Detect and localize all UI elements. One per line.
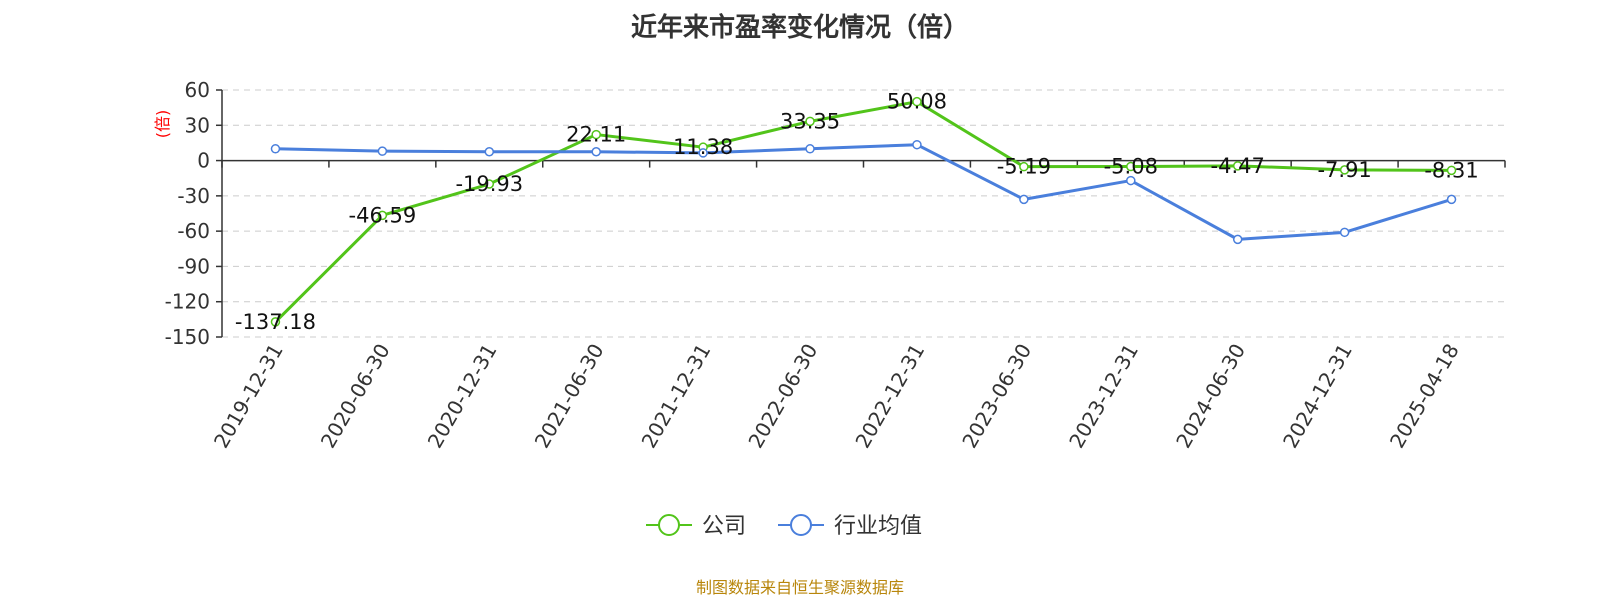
label-layer: -137.18 -46.59 -19.93 22.11 11.38 33.35 50.08 -…	[235, 90, 1479, 334]
industry-data-point	[1019, 194, 1029, 205]
company-data-point	[591, 129, 601, 140]
x-tick-label: 2020-12-31	[423, 339, 502, 452]
x-tick-label: 2020-06-30	[316, 340, 395, 453]
legend-marker-icon	[658, 514, 680, 536]
company-data-point	[1126, 161, 1136, 172]
grid-layer	[222, 89, 1505, 338]
y-tick-label: -60	[177, 219, 210, 243]
industry-data-point	[484, 147, 495, 157]
series-layer	[270, 96, 1457, 327]
company-data-label: -7.91	[1317, 158, 1371, 182]
industry-data-point	[1446, 194, 1457, 205]
x-tick-label: 2021-12-31	[637, 340, 716, 453]
x-tick-label: 2021-06-30	[530, 340, 609, 453]
x-tick-label: 2022-06-30	[743, 340, 822, 453]
company-data-label: -137.18	[235, 310, 316, 334]
company-series-line	[274, 100, 1452, 323]
legend-company[interactable]: 公司	[646, 514, 746, 539]
x-tick-label: 2024-12-31	[1278, 340, 1357, 453]
industry-data-point	[377, 146, 388, 156]
industry-data-point	[698, 148, 708, 158]
legend-industry-average[interactable]: 行业均值	[778, 514, 922, 539]
company-data-point	[912, 96, 922, 107]
y-tick-label: 60	[185, 78, 210, 102]
company-data-label: -4.47	[1211, 154, 1265, 178]
x-tick-label: 2024-06-30	[1171, 340, 1250, 453]
industry-data-point	[1126, 175, 1136, 186]
industry-data-point	[591, 147, 601, 157]
company-data-point	[484, 179, 495, 189]
legend-label: 行业均值	[834, 514, 922, 539]
company-data-label: -5.08	[1104, 155, 1158, 179]
industry-data-point	[805, 144, 815, 154]
company-data-label: 50.08	[887, 90, 947, 114]
company-data-point	[1339, 165, 1350, 175]
x-tick-label: 2023-12-31	[1064, 340, 1143, 453]
company-data-label: -8.31	[1424, 158, 1478, 182]
company-data-point	[377, 210, 388, 221]
company-data-point	[1019, 161, 1029, 172]
company-data-label: -19.93	[455, 172, 523, 196]
company-data-point	[1446, 165, 1457, 176]
x-tick-label: 2023-06-30	[957, 340, 1036, 453]
chart-title: 近年来市盈率变化情况（倍）	[631, 12, 969, 43]
industry-data-point	[1339, 227, 1350, 238]
industry-data-point	[912, 139, 922, 150]
company-data-label: -46.59	[349, 203, 417, 227]
y-tick-label: 30	[185, 113, 210, 137]
y-tick-label: 0	[197, 149, 210, 173]
company-data-label: 33.35	[780, 109, 840, 133]
y-tick-label: -150	[165, 325, 210, 349]
industry-data-point	[1232, 234, 1243, 245]
data-source-note: 制图数据来自恒生聚源数据库	[696, 578, 904, 597]
company-data-label: 22.11	[566, 123, 626, 147]
industry-data-point	[270, 144, 281, 154]
y-tick-label: -120	[165, 290, 210, 314]
legend-label: 公司	[702, 514, 746, 539]
industry-series-line	[275, 143, 1452, 241]
company-data-label: 11.38	[673, 135, 733, 159]
company-data-point	[805, 116, 815, 127]
company-data-point	[270, 317, 281, 327]
x-tick-label: 2022-12-31	[850, 339, 929, 452]
x-tick-label: 2025-04-18	[1385, 340, 1464, 453]
company-data-label: -5.19	[997, 155, 1051, 179]
y-axis-unit: (倍)	[153, 110, 172, 139]
y-tick-label: -30	[177, 184, 210, 208]
company-data-point	[1232, 161, 1243, 171]
y-tick-label: -90	[177, 254, 210, 278]
x-tick-label: 2019-12-31	[209, 340, 288, 453]
legend-marker-icon	[790, 514, 812, 536]
legend: 公司 行业均值	[646, 514, 922, 539]
